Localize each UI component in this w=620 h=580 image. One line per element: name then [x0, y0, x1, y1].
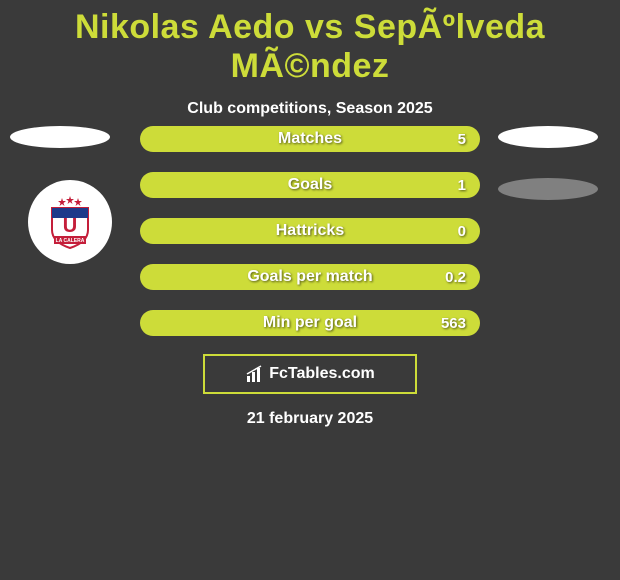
badge-letter: U: [63, 215, 77, 237]
right-marker-1: [498, 126, 598, 148]
stat-value: 0: [458, 223, 466, 240]
stat-label: Hattricks: [276, 222, 344, 240]
date-text: 21 february 2025: [247, 410, 373, 428]
stat-label: Matches: [278, 130, 342, 148]
stat-label: Goals: [288, 176, 332, 194]
stat-value: 1: [458, 177, 466, 194]
brand-box: FcTables.com: [203, 354, 417, 394]
stat-label: Min per goal: [263, 314, 357, 332]
badge-stars-icon: [58, 196, 82, 206]
club-badge: U LA CALERA: [28, 180, 112, 264]
left-marker: [10, 126, 110, 148]
page-title: Nikolas Aedo vs SepÃºlveda MÃ©ndez: [0, 0, 620, 86]
right-marker-2: [498, 178, 598, 200]
stat-row: Hattricks 0: [140, 218, 480, 244]
stat-row: Goals 1: [140, 172, 480, 198]
stat-value: 563: [441, 315, 466, 332]
stat-row: Min per goal 563: [140, 310, 480, 336]
subtitle: Club competitions, Season 2025: [0, 100, 620, 118]
brand-text: FcTables.com: [269, 365, 375, 383]
chart-icon: [245, 364, 265, 384]
badge-subtext: LA CALERA: [56, 238, 85, 244]
stat-label: Goals per match: [247, 268, 372, 286]
stat-row: Goals per match 0.2: [140, 264, 480, 290]
stat-value: 5: [458, 131, 466, 148]
stat-value: 0.2: [445, 269, 466, 286]
stats-list: Matches 5 Goals 1 Hattricks 0 Goals per …: [140, 126, 480, 356]
stat-row: Matches 5: [140, 126, 480, 152]
